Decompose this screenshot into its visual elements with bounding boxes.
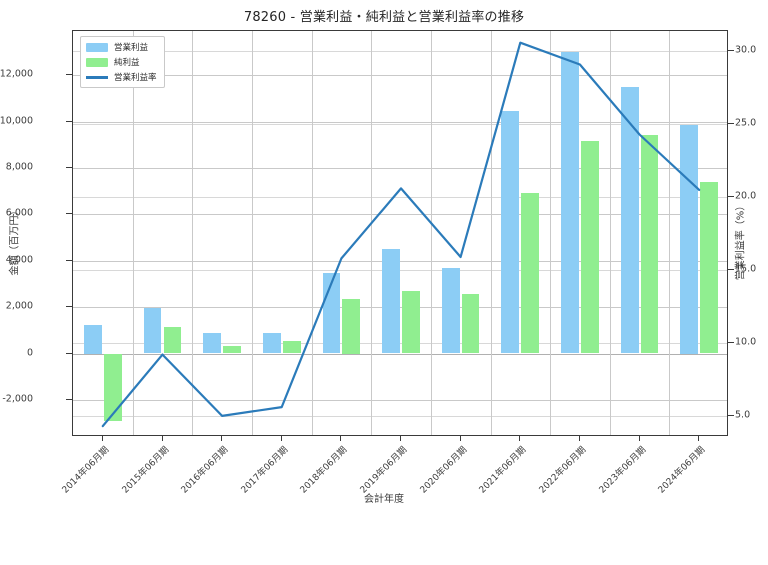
y-axis-right-title: 営業利益率（%） xyxy=(735,200,747,281)
y-axis-right-tickmark xyxy=(728,414,734,416)
gridline-vertical xyxy=(490,31,492,435)
bar-net-profit xyxy=(342,299,361,354)
x-axis-tickmark xyxy=(519,436,521,441)
y-axis-left-tick-label: 12,000 xyxy=(0,68,33,80)
bar-operating-profit xyxy=(441,267,460,354)
legend-swatch-net-profit xyxy=(86,57,108,67)
bar-operating-profit xyxy=(322,273,341,354)
legend-label-operating-margin: 営業利益率 xyxy=(114,73,157,83)
y-axis-left-tick-label: 8,000 xyxy=(5,161,33,173)
x-axis-tickmark xyxy=(101,436,103,441)
x-axis-tickmark xyxy=(221,436,223,441)
y-axis-left-tickmark xyxy=(66,306,72,308)
plot-area xyxy=(72,30,728,436)
bar-operating-profit xyxy=(382,249,400,354)
bar-net-profit xyxy=(103,353,122,421)
legend-item-net-profit[interactable]: 純利益 xyxy=(86,56,157,68)
y-axis-left-tick-label: 0 xyxy=(26,347,33,358)
y-axis-right-tick-label: 10.0 xyxy=(735,336,757,348)
gridline-vertical xyxy=(132,31,134,435)
gridline-vertical xyxy=(550,31,552,435)
bar-operating-profit xyxy=(83,324,102,354)
y-axis-right-tickmark xyxy=(728,269,734,271)
gridline-vertical xyxy=(371,31,373,435)
x-axis-tickmark xyxy=(578,436,580,441)
bar-net-profit xyxy=(521,193,540,354)
y-axis-left-tick-label: 2,000 xyxy=(5,300,33,312)
x-axis-tickmark xyxy=(280,436,282,441)
chart-title: 78260 - 営業利益・純利益と営業利益率の推移 xyxy=(243,10,525,25)
bar-net-profit xyxy=(223,345,241,354)
y-axis-right-tick-label: 20.0 xyxy=(735,190,757,202)
y-axis-left-tickmark xyxy=(66,120,72,122)
x-axis-tickmark xyxy=(638,436,640,441)
y-axis-left-tickmark xyxy=(66,213,72,215)
y-axis-left-tick-label: -2,000 xyxy=(2,393,33,405)
gridline-vertical xyxy=(251,31,253,435)
gridline-vertical xyxy=(430,31,432,435)
bar-operating-profit xyxy=(680,125,699,354)
x-axis-title: 会計年度 xyxy=(364,494,404,505)
gridline-vertical xyxy=(192,31,194,435)
gridline-horizontal-right xyxy=(73,415,727,417)
y-axis-left-tick-label: 10,000 xyxy=(0,115,33,126)
legend-swatch-operating-margin xyxy=(86,75,108,79)
bar-operating-profit xyxy=(262,332,281,354)
y-axis-right-tick-label: 25.0 xyxy=(735,117,757,129)
legend-item-operating-margin[interactable]: 営業利益率 xyxy=(86,71,157,83)
y-axis-left-title: 金額（百万円） xyxy=(9,205,21,276)
legend-item-operating-profit[interactable]: 営業利益 xyxy=(86,41,157,53)
gridline-vertical xyxy=(311,31,313,435)
x-axis-tickmark xyxy=(161,436,163,441)
x-axis-tickmark xyxy=(340,436,342,441)
bar-net-profit xyxy=(402,290,420,354)
bar-operating-profit xyxy=(561,51,579,354)
y-axis-right-tick-label: 15.0 xyxy=(735,263,757,275)
legend-label-operating-profit: 営業利益 xyxy=(114,43,149,53)
y-axis-right-tickmark xyxy=(728,123,734,125)
bar-operating-profit xyxy=(203,332,222,354)
y-axis-left-tick-label: 6,000 xyxy=(5,207,33,219)
gridline-vertical xyxy=(609,31,611,435)
y-axis-left-tickmark xyxy=(66,259,72,261)
bar-net-profit xyxy=(580,141,599,354)
gridline-horizontal-right xyxy=(73,51,727,53)
y-axis-right-tickmark xyxy=(728,50,734,52)
x-axis-tickmark xyxy=(459,436,461,441)
gridline-vertical xyxy=(669,31,671,435)
bar-net-profit xyxy=(640,135,659,354)
y-axis-left-tickmark xyxy=(66,398,72,400)
x-axis-tickmark xyxy=(698,436,700,441)
y-axis-right-tickmark xyxy=(728,342,734,343)
legend-label-net-profit: 純利益 xyxy=(114,58,140,68)
gridline-horizontal xyxy=(73,399,727,401)
x-axis-tickmark xyxy=(400,436,401,441)
chart-legend: 営業利益 純利益 営業利益率 xyxy=(80,36,165,88)
bar-operating-profit xyxy=(143,308,162,354)
y-axis-left-tickmark xyxy=(66,352,72,354)
y-axis-left-tickmark xyxy=(66,166,72,168)
y-axis-right-tick-label: 5.0 xyxy=(735,409,751,421)
bar-net-profit xyxy=(461,294,480,354)
y-axis-right-tickmark xyxy=(728,196,734,198)
bar-net-profit xyxy=(700,181,719,354)
gridline-horizontal xyxy=(73,75,727,77)
chart-root: 78260 - 営業利益・純利益と営業利益率の推移 -2,000 0 2,000 4,… xyxy=(0,10,757,505)
y-axis-left-tickmark xyxy=(66,74,72,76)
y-axis-right-tick-label: 30.0 xyxy=(735,44,757,56)
bar-net-profit xyxy=(282,341,301,354)
y-axis-left-tick-label: 4,000 xyxy=(5,254,33,266)
bar-operating-profit xyxy=(620,86,639,354)
bar-operating-profit xyxy=(501,111,520,354)
legend-swatch-operating-profit xyxy=(86,42,108,52)
gridline-horizontal xyxy=(73,353,727,355)
bar-net-profit xyxy=(163,326,182,354)
